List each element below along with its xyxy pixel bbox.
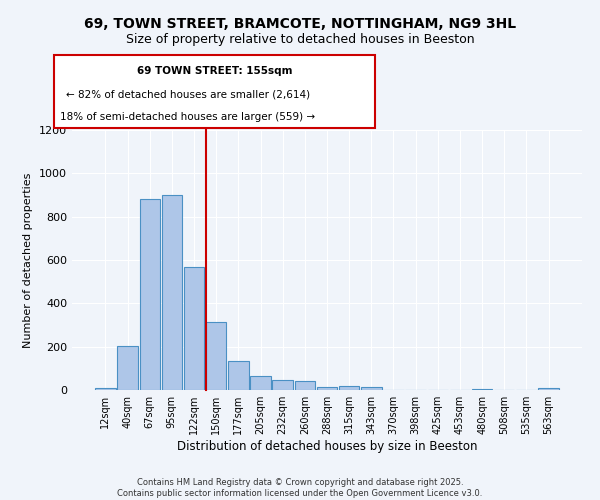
Bar — [184, 266, 204, 390]
Bar — [272, 380, 293, 390]
Bar — [361, 387, 382, 390]
Text: 69, TOWN STREET, BRAMCOTE, NOTTINGHAM, NG9 3HL: 69, TOWN STREET, BRAMCOTE, NOTTINGHAM, N… — [84, 18, 516, 32]
Bar — [295, 382, 315, 390]
Text: 18% of semi-detached houses are larger (559) →: 18% of semi-detached houses are larger (… — [60, 112, 315, 122]
Text: Contains HM Land Registry data © Crown copyright and database right 2025.
Contai: Contains HM Land Registry data © Crown c… — [118, 478, 482, 498]
Bar — [538, 388, 559, 390]
Bar — [95, 388, 116, 390]
X-axis label: Distribution of detached houses by size in Beeston: Distribution of detached houses by size … — [177, 440, 477, 453]
Bar — [250, 376, 271, 390]
Bar — [206, 322, 226, 390]
Text: ← 82% of detached houses are smaller (2,614): ← 82% of detached houses are smaller (2,… — [66, 89, 310, 99]
Text: 69 TOWN STREET: 155sqm: 69 TOWN STREET: 155sqm — [137, 66, 292, 76]
Bar — [472, 389, 493, 390]
Bar — [140, 200, 160, 390]
Bar — [339, 386, 359, 390]
Text: Size of property relative to detached houses in Beeston: Size of property relative to detached ho… — [125, 32, 475, 46]
Bar — [228, 361, 248, 390]
Bar — [161, 195, 182, 390]
Bar — [118, 346, 138, 390]
Y-axis label: Number of detached properties: Number of detached properties — [23, 172, 34, 348]
Bar — [317, 388, 337, 390]
